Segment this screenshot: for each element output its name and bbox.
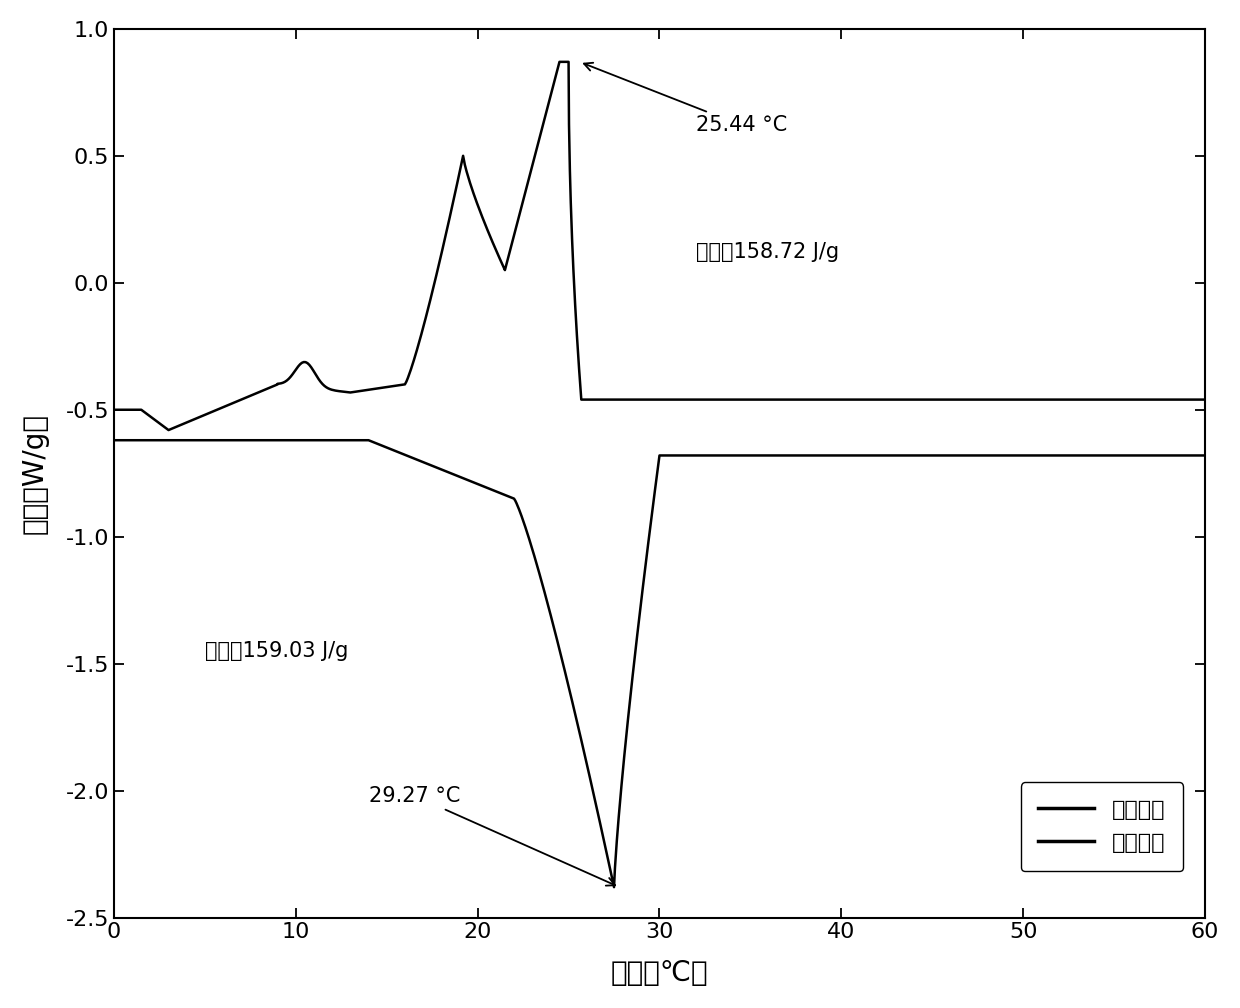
释热过程 — [744, 450, 759, 462]
储热过程 — [564, 210, 579, 222]
Line: 储热过程: 储热过程 — [114, 61, 1205, 430]
释热过程 — [365, 435, 379, 448]
储热过程 — [107, 403, 122, 415]
储热过程 — [305, 364, 320, 376]
储热过程 — [538, 109, 553, 121]
释热过程 — [1198, 450, 1213, 462]
释热过程 — [387, 445, 402, 457]
储热过程 — [1198, 393, 1213, 405]
Text: 25.44 °C: 25.44 °C — [584, 62, 787, 135]
Y-axis label: 热流（W/g）: 热流（W/g） — [21, 412, 48, 534]
储热过程 — [492, 252, 507, 264]
Text: 29.27 °C: 29.27 °C — [368, 786, 615, 886]
Text: 热焊：158.72 J/g: 热焊：158.72 J/g — [696, 242, 839, 262]
储热过程 — [552, 55, 567, 68]
释热过程 — [554, 654, 569, 666]
释热过程 — [107, 434, 122, 447]
释热过程 — [606, 881, 621, 893]
释热过程 — [1096, 450, 1111, 462]
储热过程 — [701, 393, 715, 405]
储热过程 — [466, 187, 481, 200]
Text: 热焊：159.03 J/g: 热焊：159.03 J/g — [205, 641, 348, 661]
Legend: 储热过程, 释热过程: 储热过程, 释热过程 — [1021, 782, 1183, 871]
X-axis label: 温度（℃）: 温度（℃） — [610, 960, 708, 987]
Line: 释热过程: 释热过程 — [114, 440, 1205, 887]
储热过程 — [161, 424, 176, 436]
释热过程 — [556, 659, 570, 671]
